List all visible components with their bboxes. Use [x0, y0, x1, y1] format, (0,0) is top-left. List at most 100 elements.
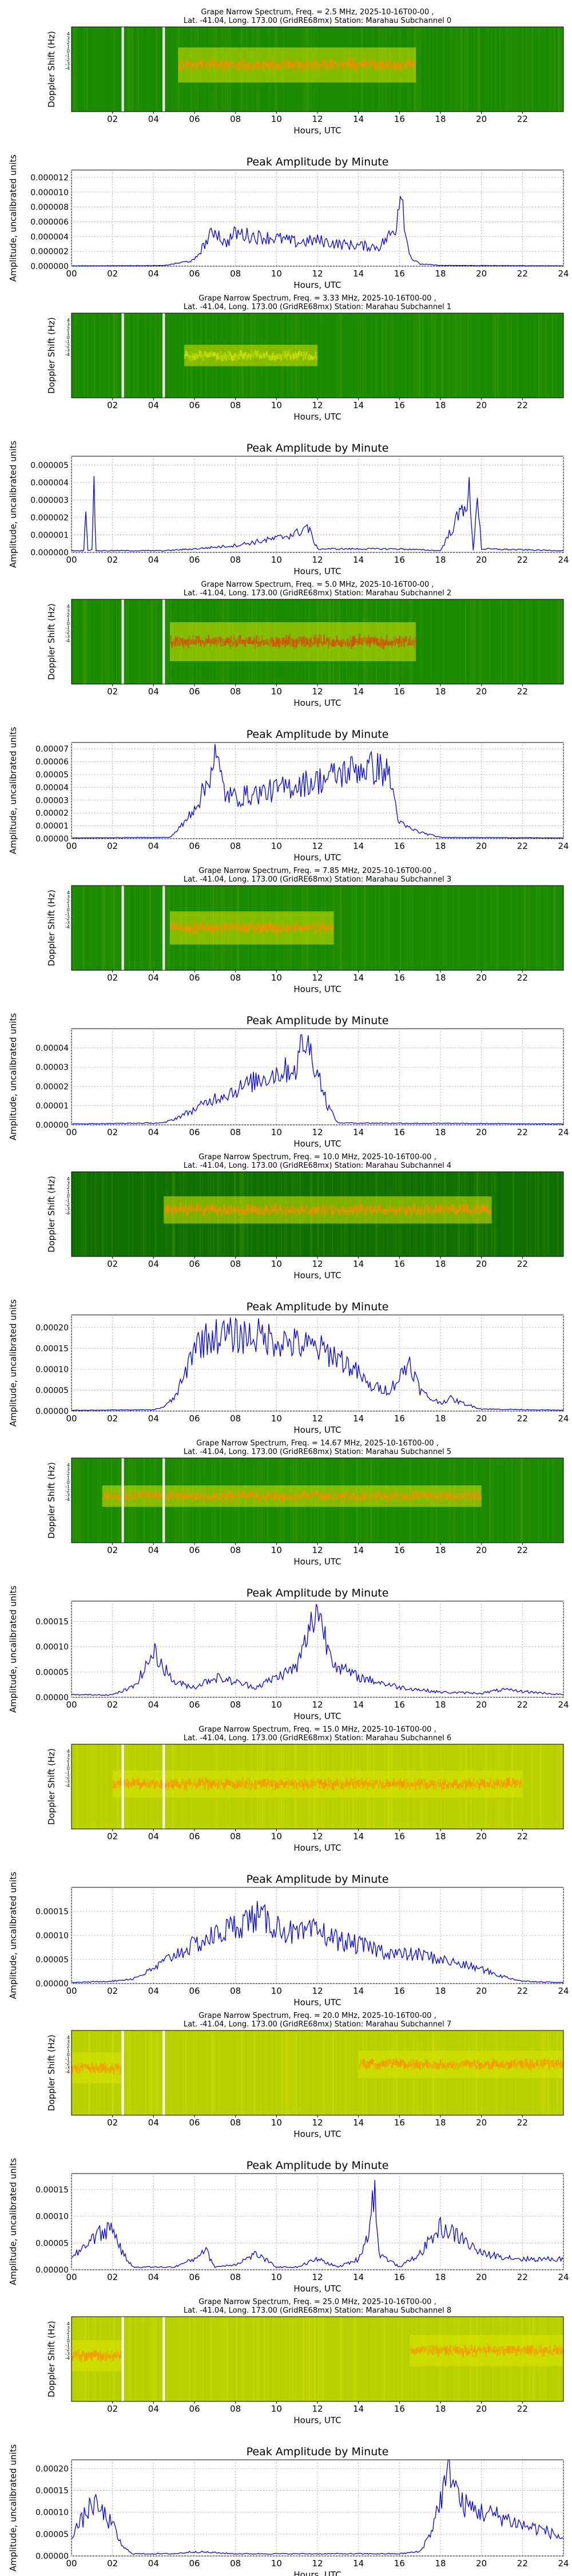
- doppler-trace: [256, 351, 258, 357]
- doppler-trace: [494, 2349, 496, 2354]
- doppler-trace: [279, 1206, 280, 1212]
- doppler-trace: [298, 925, 300, 931]
- doppler-trace: [366, 1205, 368, 1210]
- doppler-trace: [424, 1492, 426, 1497]
- x-tick-label: 24: [558, 2558, 569, 2569]
- doppler-trace: [268, 1492, 270, 1498]
- doppler-trace: [304, 1207, 307, 1214]
- doppler-tick-label: -2: [65, 343, 70, 349]
- x-tick-label: 12: [312, 1831, 323, 1842]
- doppler-trace: [483, 1204, 484, 1211]
- doppler-trace: [483, 1779, 485, 1788]
- x-tick-label: 08: [230, 841, 241, 851]
- doppler-trace: [380, 1494, 382, 1500]
- doppler-trace: [247, 64, 249, 68]
- x-tick-label: 06: [189, 1259, 200, 1269]
- doppler-trace: [388, 639, 390, 646]
- doppler-trace: [418, 1494, 420, 1499]
- doppler-trace: [506, 1777, 508, 1785]
- x-tick-label: 04: [148, 1259, 159, 1269]
- doppler-trace: [417, 1494, 419, 1499]
- doppler-trace: [213, 1780, 215, 1785]
- doppler-trace: [113, 1782, 116, 1788]
- doppler-trace: [144, 1779, 145, 1785]
- x-tick-label: 08: [230, 268, 241, 279]
- doppler-trace: [349, 1494, 351, 1499]
- doppler-trace: [337, 1208, 339, 1212]
- doppler-trace: [263, 1779, 264, 1786]
- doppler-trace: [234, 639, 236, 647]
- doppler-trace: [321, 1494, 323, 1499]
- doppler-trace: [378, 2063, 380, 2067]
- doppler-trace: [198, 1207, 200, 1212]
- y-tick-label: 0.00001: [35, 1101, 69, 1111]
- doppler-trace: [475, 1210, 477, 1214]
- doppler-trace: [84, 2354, 86, 2361]
- doppler-trace: [193, 1782, 195, 1787]
- doppler-trace: [431, 1780, 433, 1786]
- x-tick-label: 20: [476, 686, 487, 697]
- doppler-trace: [169, 1781, 170, 1787]
- doppler-trace: [512, 1777, 514, 1785]
- x-tick-label: 08: [230, 114, 241, 124]
- doppler-trace: [360, 637, 362, 645]
- x-tick-label: 06: [189, 1545, 200, 1555]
- doppler-trace: [376, 1780, 379, 1784]
- doppler-trace: [281, 1779, 283, 1785]
- doppler-trace: [482, 2349, 484, 2354]
- doppler-trace: [434, 1780, 436, 1786]
- doppler-trace: [487, 2343, 488, 2353]
- spectrogram-xlabel: Hours, UTC: [293, 125, 341, 136]
- doppler-trace: [243, 922, 245, 931]
- x-tick-label: 12: [312, 114, 323, 124]
- doppler-trace: [374, 1204, 376, 1212]
- doppler-trace: [387, 63, 390, 70]
- doppler-trace: [214, 1782, 216, 1788]
- doppler-trace: [424, 1204, 426, 1212]
- spectrogram-title: Grape Narrow Spectrum, Freq. = 20.0 MHz,…: [198, 2012, 436, 2020]
- doppler-trace: [442, 1780, 444, 1784]
- doppler-trace: [210, 1781, 212, 1788]
- doppler-trace: [484, 2061, 486, 2066]
- doppler-trace: [396, 638, 398, 644]
- doppler-trace: [366, 1207, 367, 1216]
- amplitude-ylabel: Amplitude, uncalibrated units: [8, 155, 18, 282]
- spectrogram-subtitle: Lat. -41.04, Long. 173.00 (GridRE68mx) S…: [184, 17, 451, 25]
- doppler-trace: [412, 638, 415, 645]
- doppler-tick-label: 2: [67, 2330, 70, 2335]
- doppler-trace: [363, 636, 365, 642]
- x-tick-label: 12: [312, 555, 323, 565]
- doppler-trace: [384, 642, 386, 646]
- doppler-trace: [398, 638, 400, 648]
- doppler-trace: [438, 1204, 440, 1212]
- x-tick-label: 06: [189, 2117, 200, 2128]
- doppler-trace: [372, 2059, 374, 2064]
- doppler-trace: [355, 1780, 357, 1789]
- doppler-trace: [106, 2354, 108, 2359]
- doppler-trace: [174, 1205, 176, 1212]
- doppler-trace: [229, 351, 231, 356]
- doppler-trace: [360, 1496, 362, 1500]
- doppler-trace: [205, 922, 207, 929]
- doppler-trace: [474, 2345, 476, 2352]
- doppler-trace: [218, 1496, 220, 1500]
- doppler-trace: [373, 59, 375, 68]
- doppler-tick-label: -4: [65, 2069, 70, 2075]
- doppler-trace: [424, 1778, 426, 1785]
- doppler-trace: [223, 1204, 225, 1211]
- doppler-trace: [73, 2065, 74, 2070]
- doppler-trace: [303, 63, 305, 71]
- doppler-trace: [379, 62, 382, 68]
- x-tick-label: 18: [435, 2272, 446, 2282]
- doppler-trace: [457, 2346, 459, 2354]
- x-tick-label: 02: [107, 2558, 118, 2569]
- x-tick-label: 06: [189, 2558, 200, 2569]
- doppler-trace: [263, 1493, 264, 1499]
- doppler-trace: [344, 641, 346, 645]
- doppler-trace: [223, 353, 225, 358]
- doppler-trace: [285, 923, 288, 931]
- doppler-trace: [492, 1780, 494, 1785]
- doppler-trace: [480, 2346, 482, 2351]
- doppler-trace: [267, 641, 269, 646]
